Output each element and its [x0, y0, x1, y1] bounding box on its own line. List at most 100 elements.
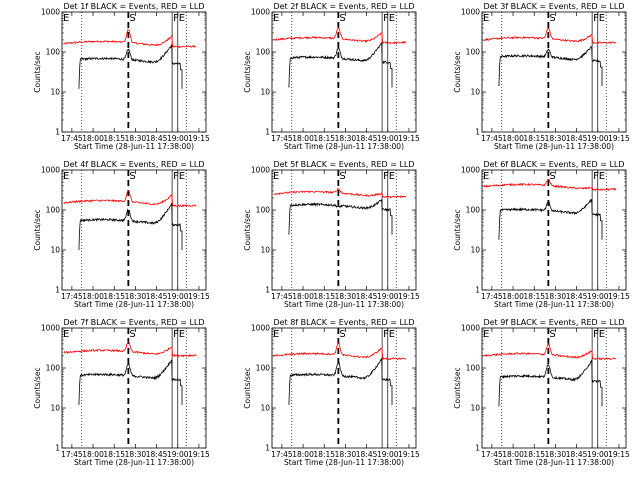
marker-label: F [173, 13, 179, 24]
marker-label: F [173, 329, 179, 340]
y-tick-label: 100 [46, 48, 61, 57]
x-tick-label: 18:45 [356, 134, 378, 143]
panel-title: Det 2f BLACK = Events, RED = LLD [273, 2, 414, 11]
x-tick-label: 19:15 [188, 292, 210, 301]
y-tick-label: 1 [55, 128, 60, 137]
x-axis-label: Start Time (28-Jun-11 17:38:00) [494, 142, 614, 151]
marker-label: F [173, 171, 179, 182]
x-tick-label: 18:45 [356, 292, 378, 301]
x-axis-label: Start Time (28-Jun-11 17:38:00) [74, 300, 194, 309]
y-tick-label: 100 [46, 364, 61, 373]
plot-frame [481, 327, 627, 449]
panel-det-4: Det 4f BLACK = Events, RED = LLD 1 10 100 10… [33, 160, 210, 309]
x-tick-label: 18:15 [103, 450, 125, 459]
y-axis-label: Counts/sec [453, 51, 462, 92]
x-tick-label: 19:15 [608, 292, 630, 301]
x-tick-label: 18:15 [523, 292, 545, 301]
y-tick-label: 1 [265, 128, 270, 137]
y-axis-label: Counts/sec [243, 51, 252, 92]
y-tick-label: 100 [466, 206, 481, 215]
plot-frame [271, 11, 417, 133]
x-tick-label: 18:30 [335, 450, 357, 459]
panel-title: Det 1f BLACK = Events, RED = LLD [63, 2, 204, 11]
plot-frame [271, 327, 417, 449]
x-tick-label: 18:45 [146, 292, 168, 301]
series-line-lld [273, 187, 407, 199]
y-tick-label: 100 [256, 48, 271, 57]
x-tick-label: 17:45 [481, 134, 503, 143]
x-axis-label: Start Time (28-Jun-11 17:38:00) [74, 458, 194, 467]
x-tick-label: 17:45 [481, 292, 503, 301]
marker-label: S [339, 171, 345, 182]
panel-det-8: Det 8f BLACK = Events, RED = LLD 1 10 100 10… [243, 318, 420, 467]
marker-label: E [389, 329, 395, 340]
x-tick-label: 18:30 [545, 292, 567, 301]
y-tick-label: 100 [256, 206, 271, 215]
plot-frame [61, 11, 207, 133]
y-axis-label: Counts/sec [453, 367, 462, 408]
y-axis-label: Counts/sec [453, 209, 462, 250]
x-tick-label: 18:30 [335, 134, 357, 143]
series-line-events [288, 358, 393, 405]
y-tick-label: 1000 [461, 8, 480, 17]
x-tick-label: 18:45 [566, 292, 588, 301]
y-tick-label: 100 [466, 48, 481, 57]
x-tick-label: 18:15 [313, 450, 335, 459]
x-tick-label: 18:15 [523, 450, 545, 459]
x-tick-label: 18:45 [356, 450, 378, 459]
y-tick-label: 1000 [251, 8, 270, 17]
marker-label: E [63, 13, 69, 24]
x-tick-label: 19:15 [398, 134, 420, 143]
x-tick-label: 19:15 [188, 134, 210, 143]
marker-label: F [383, 13, 389, 24]
y-tick-label: 1 [475, 444, 480, 453]
x-tick-label: 17:45 [61, 134, 83, 143]
y-tick-label: 1000 [461, 324, 480, 333]
y-tick-label: 1000 [251, 166, 270, 175]
panel-det-3: Det 3f BLACK = Events, RED = LLD 1 10 100 10… [453, 2, 630, 151]
marker-label: F [383, 329, 389, 340]
series-line-lld [63, 28, 197, 48]
x-axis-label: Start Time (28-Jun-11 17:38:00) [494, 300, 614, 309]
marker-label: S [129, 329, 135, 340]
marker-label: E [63, 329, 69, 340]
x-tick-label: 19:15 [608, 450, 630, 459]
y-tick-label: 1000 [41, 324, 60, 333]
y-tick-label: 1000 [251, 324, 270, 333]
y-tick-label: 100 [256, 364, 271, 373]
y-tick-label: 1000 [41, 166, 60, 175]
y-tick-label: 10 [470, 246, 480, 255]
x-tick-label: 18:00 [292, 134, 314, 143]
x-tick-label: 17:45 [271, 450, 293, 459]
series-line-events [288, 199, 393, 235]
x-tick-label: 18:00 [292, 292, 314, 301]
x-axis-label: Start Time (28-Jun-11 17:38:00) [284, 300, 404, 309]
marker-label: S [549, 171, 555, 182]
x-tick-label: 18:30 [545, 134, 567, 143]
panel-det-5: Det 5f BLACK = Events, RED = LLD 1 10 100 10… [243, 160, 420, 309]
x-tick-label: 19:15 [608, 134, 630, 143]
x-tick-label: 18:15 [103, 292, 125, 301]
y-axis-label: Counts/sec [33, 367, 42, 408]
marker-label: E [599, 13, 605, 24]
panel-det-1: Det 1f BLACK = Events, RED = LLD 1 10 100 10… [33, 2, 210, 151]
y-tick-label: 10 [470, 404, 480, 413]
y-tick-label: 10 [260, 404, 270, 413]
panel-title: Det 7f BLACK = Events, RED = LLD [63, 318, 204, 327]
x-tick-label: 18:45 [566, 134, 588, 143]
series-line-lld [483, 178, 617, 192]
marker-label: F [593, 13, 599, 24]
series-line-events [78, 44, 183, 89]
marker-label: S [549, 13, 555, 24]
plot-frame [61, 327, 207, 449]
plot-frame [481, 169, 627, 291]
panel-title: Det 4f BLACK = Events, RED = LLD [63, 160, 204, 169]
x-tick-label: 17:45 [61, 450, 83, 459]
y-tick-label: 1000 [461, 166, 480, 175]
y-tick-label: 10 [470, 88, 480, 97]
x-tick-label: 19:00 [587, 292, 609, 301]
x-tick-label: 18:00 [82, 292, 104, 301]
panel-det-6: Det 6f BLACK = Events, RED = LLD 1 10 100 10… [453, 160, 630, 309]
x-tick-label: 19:00 [377, 450, 399, 459]
plot-frame [271, 169, 417, 291]
